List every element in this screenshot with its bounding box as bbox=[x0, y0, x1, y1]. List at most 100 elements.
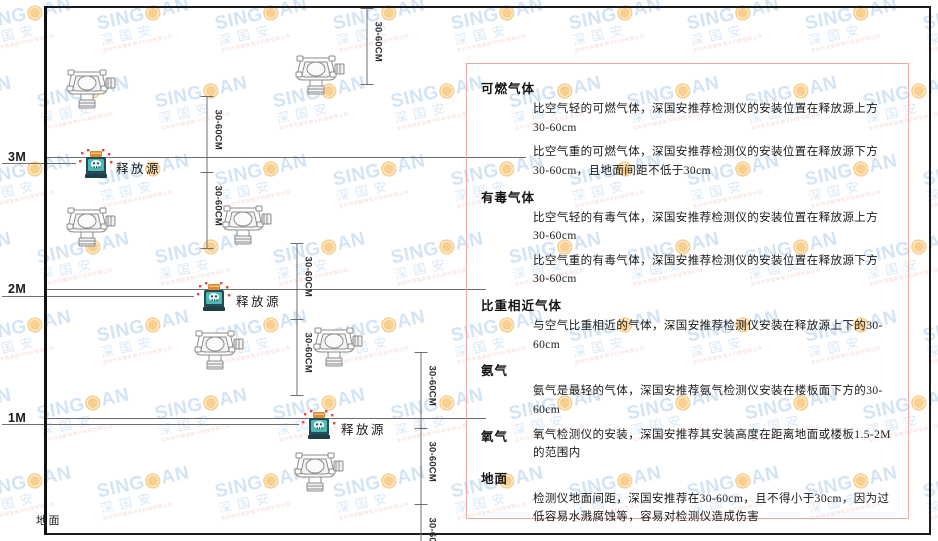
watermark-brand: SING◉AN bbox=[507, 536, 628, 541]
level-line bbox=[46, 289, 486, 290]
gas-detector bbox=[309, 320, 365, 375]
dimension-label: 30-60CM bbox=[212, 109, 224, 150]
info-section: 有毒气体比空气轻的有毒气体，深国安推荐检测仪的安装位置在释放源上方30-60cm… bbox=[481, 187, 894, 290]
dimension-column: 30-60CM 30-60CM bbox=[192, 96, 224, 249]
section-paragraph: 比空气重的有毒气体，深国安推荐检测仪的安装位置在释放源下方30-60cm bbox=[533, 254, 879, 286]
section-paragraph: 比空气重的可燃气体，深国安推荐检测仪的安装位置在释放源下方30-60cm，且地面… bbox=[533, 146, 879, 177]
release-source bbox=[196, 281, 232, 320]
level-line bbox=[46, 157, 526, 158]
gas-detector-icon bbox=[313, 327, 363, 367]
dimension-tick bbox=[414, 428, 428, 429]
watermark-brand-cn: 深国安 bbox=[0, 88, 41, 126]
dimension-line bbox=[420, 352, 422, 541]
info-panel: 可燃气体比空气轻的可燃气体，深国安推荐检测仪的安装位置在释放源上方30-60cm… bbox=[466, 63, 909, 523]
dimension-label: 30-60CM bbox=[372, 21, 384, 62]
dimension-line bbox=[366, 8, 368, 84]
section-heading: 比重相近气体 bbox=[481, 299, 563, 313]
watermark-brand: SING◉AN bbox=[0, 536, 39, 541]
dimension-column: 30-60CM 30-60CM bbox=[282, 243, 314, 396]
dimension-column: 30-60CM bbox=[352, 8, 384, 85]
section-paragraph: 氨气是最轻的气体，深国安推荐氨气检测仪安装在楼板面下方的30-60cm bbox=[533, 385, 883, 416]
dimension-label: 30-60CM bbox=[302, 256, 314, 297]
gas-detector-icon bbox=[222, 205, 272, 245]
watermark-brand: SING◉AN bbox=[0, 228, 14, 255]
info-section: 氧气 氧气检测仪的安装，深国安推荐其安装高度在距离地面或楼板1.5-2M的范围内 bbox=[481, 426, 894, 463]
release-source-icon bbox=[302, 410, 336, 439]
section-heading: 可燃气体 bbox=[481, 82, 536, 96]
release-source bbox=[78, 148, 114, 187]
info-section: 比重相近气体与空气比重相近的气体，深国安推荐检测仪安装在释放源上下的30-60c… bbox=[481, 295, 894, 354]
axis-label-1m: 1M bbox=[8, 411, 27, 425]
gas-detector bbox=[190, 323, 246, 378]
gas-detector bbox=[62, 200, 118, 255]
release-source-icon bbox=[79, 149, 113, 178]
gas-detector bbox=[62, 62, 118, 117]
gas-detector-icon bbox=[66, 69, 116, 109]
leader-line bbox=[2, 424, 299, 425]
gas-detector-icon bbox=[194, 330, 244, 370]
watermark-subtitle: 深圳市深国安电子科技有限公司 bbox=[0, 102, 43, 131]
gas-detector-icon bbox=[295, 55, 345, 95]
dimension-tick bbox=[200, 96, 214, 97]
watermark-brand-cn: 深国安 bbox=[0, 244, 41, 282]
section-paragraph: 与空气比重相近的气体，深国安推荐检测仪安装在释放源上下的30-60cm bbox=[533, 320, 883, 351]
dimension-tick bbox=[360, 8, 374, 9]
section-heading: 氧气 bbox=[481, 429, 509, 444]
section-paragraph: 比空气轻的有毒气体，深国安推荐检测仪的安装位置在释放源上方30-60cm bbox=[533, 211, 879, 243]
watermark-brand: SING◉AN bbox=[153, 536, 274, 541]
info-section: 可燃气体比空气轻的可燃气体，深国安推荐检测仪的安装位置在释放源上方30-60cm… bbox=[481, 78, 894, 181]
dimension-label: 30-60CM bbox=[426, 441, 438, 482]
dimension-column: 30-60CM 30-60CM 30-60CM bbox=[406, 352, 438, 541]
gas-detector-icon bbox=[66, 207, 116, 247]
level-line bbox=[46, 418, 486, 419]
axis-label-2m: 2M bbox=[8, 282, 27, 296]
release-source-icon bbox=[197, 282, 231, 311]
section-heading: 地面 bbox=[481, 471, 509, 486]
release-source-label: 释放源 bbox=[116, 162, 162, 176]
watermark-brand: SING◉AN bbox=[625, 536, 746, 541]
dimension-label: 30-60CM bbox=[426, 517, 438, 541]
section-heading: 氨气 bbox=[481, 364, 509, 379]
info-section: 地面检测仪地面间距，深国安推荐在30-60cm，且不得小于30cm，因为过低容易… bbox=[481, 468, 894, 527]
watermark-brand: SING◉AN bbox=[35, 536, 156, 541]
gas-detector bbox=[291, 48, 347, 103]
gas-detector bbox=[290, 445, 346, 500]
section-heading: 有毒气体 bbox=[481, 190, 536, 205]
dimension-tick bbox=[290, 395, 304, 396]
release-source-label: 释放源 bbox=[236, 295, 282, 309]
section-paragraph: 比空气轻的可燃气体，深国安推荐检测仪的安装位置在释放源上方30-60cm bbox=[533, 103, 879, 134]
gas-detector bbox=[218, 198, 274, 253]
dimension-tick bbox=[414, 352, 428, 353]
dimension-tick bbox=[290, 319, 304, 320]
watermark-brand: SING◉AN bbox=[0, 72, 14, 99]
watermark-brand: SING◉AN bbox=[861, 536, 938, 541]
section-paragraph: 氧气检测仪的安装，深国安推荐其安装高度在距离地面或楼板1.5-2M的范围内 bbox=[533, 428, 891, 460]
ground-label: 地面 bbox=[36, 515, 61, 527]
dimension-tick bbox=[414, 504, 428, 505]
gas-detector-icon bbox=[294, 452, 344, 492]
dimension-label: 30-60CM bbox=[426, 365, 438, 406]
watermark-brand: SING◉AN bbox=[743, 536, 864, 541]
dimension-tick bbox=[200, 248, 214, 249]
watermark-brand: SING◉AN bbox=[271, 536, 392, 541]
dimension-tick bbox=[360, 84, 374, 85]
release-source-label: 释放源 bbox=[341, 423, 387, 437]
info-section: 氨气氨气是最轻的气体，深国安推荐氨气检测仪安装在楼板面下方的30-60cm bbox=[481, 360, 894, 419]
axis-label-3m: 3M bbox=[8, 150, 27, 164]
section-paragraph: 检测仪地面间距，深国安推荐在30-60cm，且不得小于30cm，因为过低容易水溅… bbox=[533, 492, 890, 524]
leader-line bbox=[2, 163, 76, 164]
dimension-tick bbox=[200, 172, 214, 173]
release-source bbox=[301, 409, 337, 448]
leader-line bbox=[2, 296, 194, 297]
